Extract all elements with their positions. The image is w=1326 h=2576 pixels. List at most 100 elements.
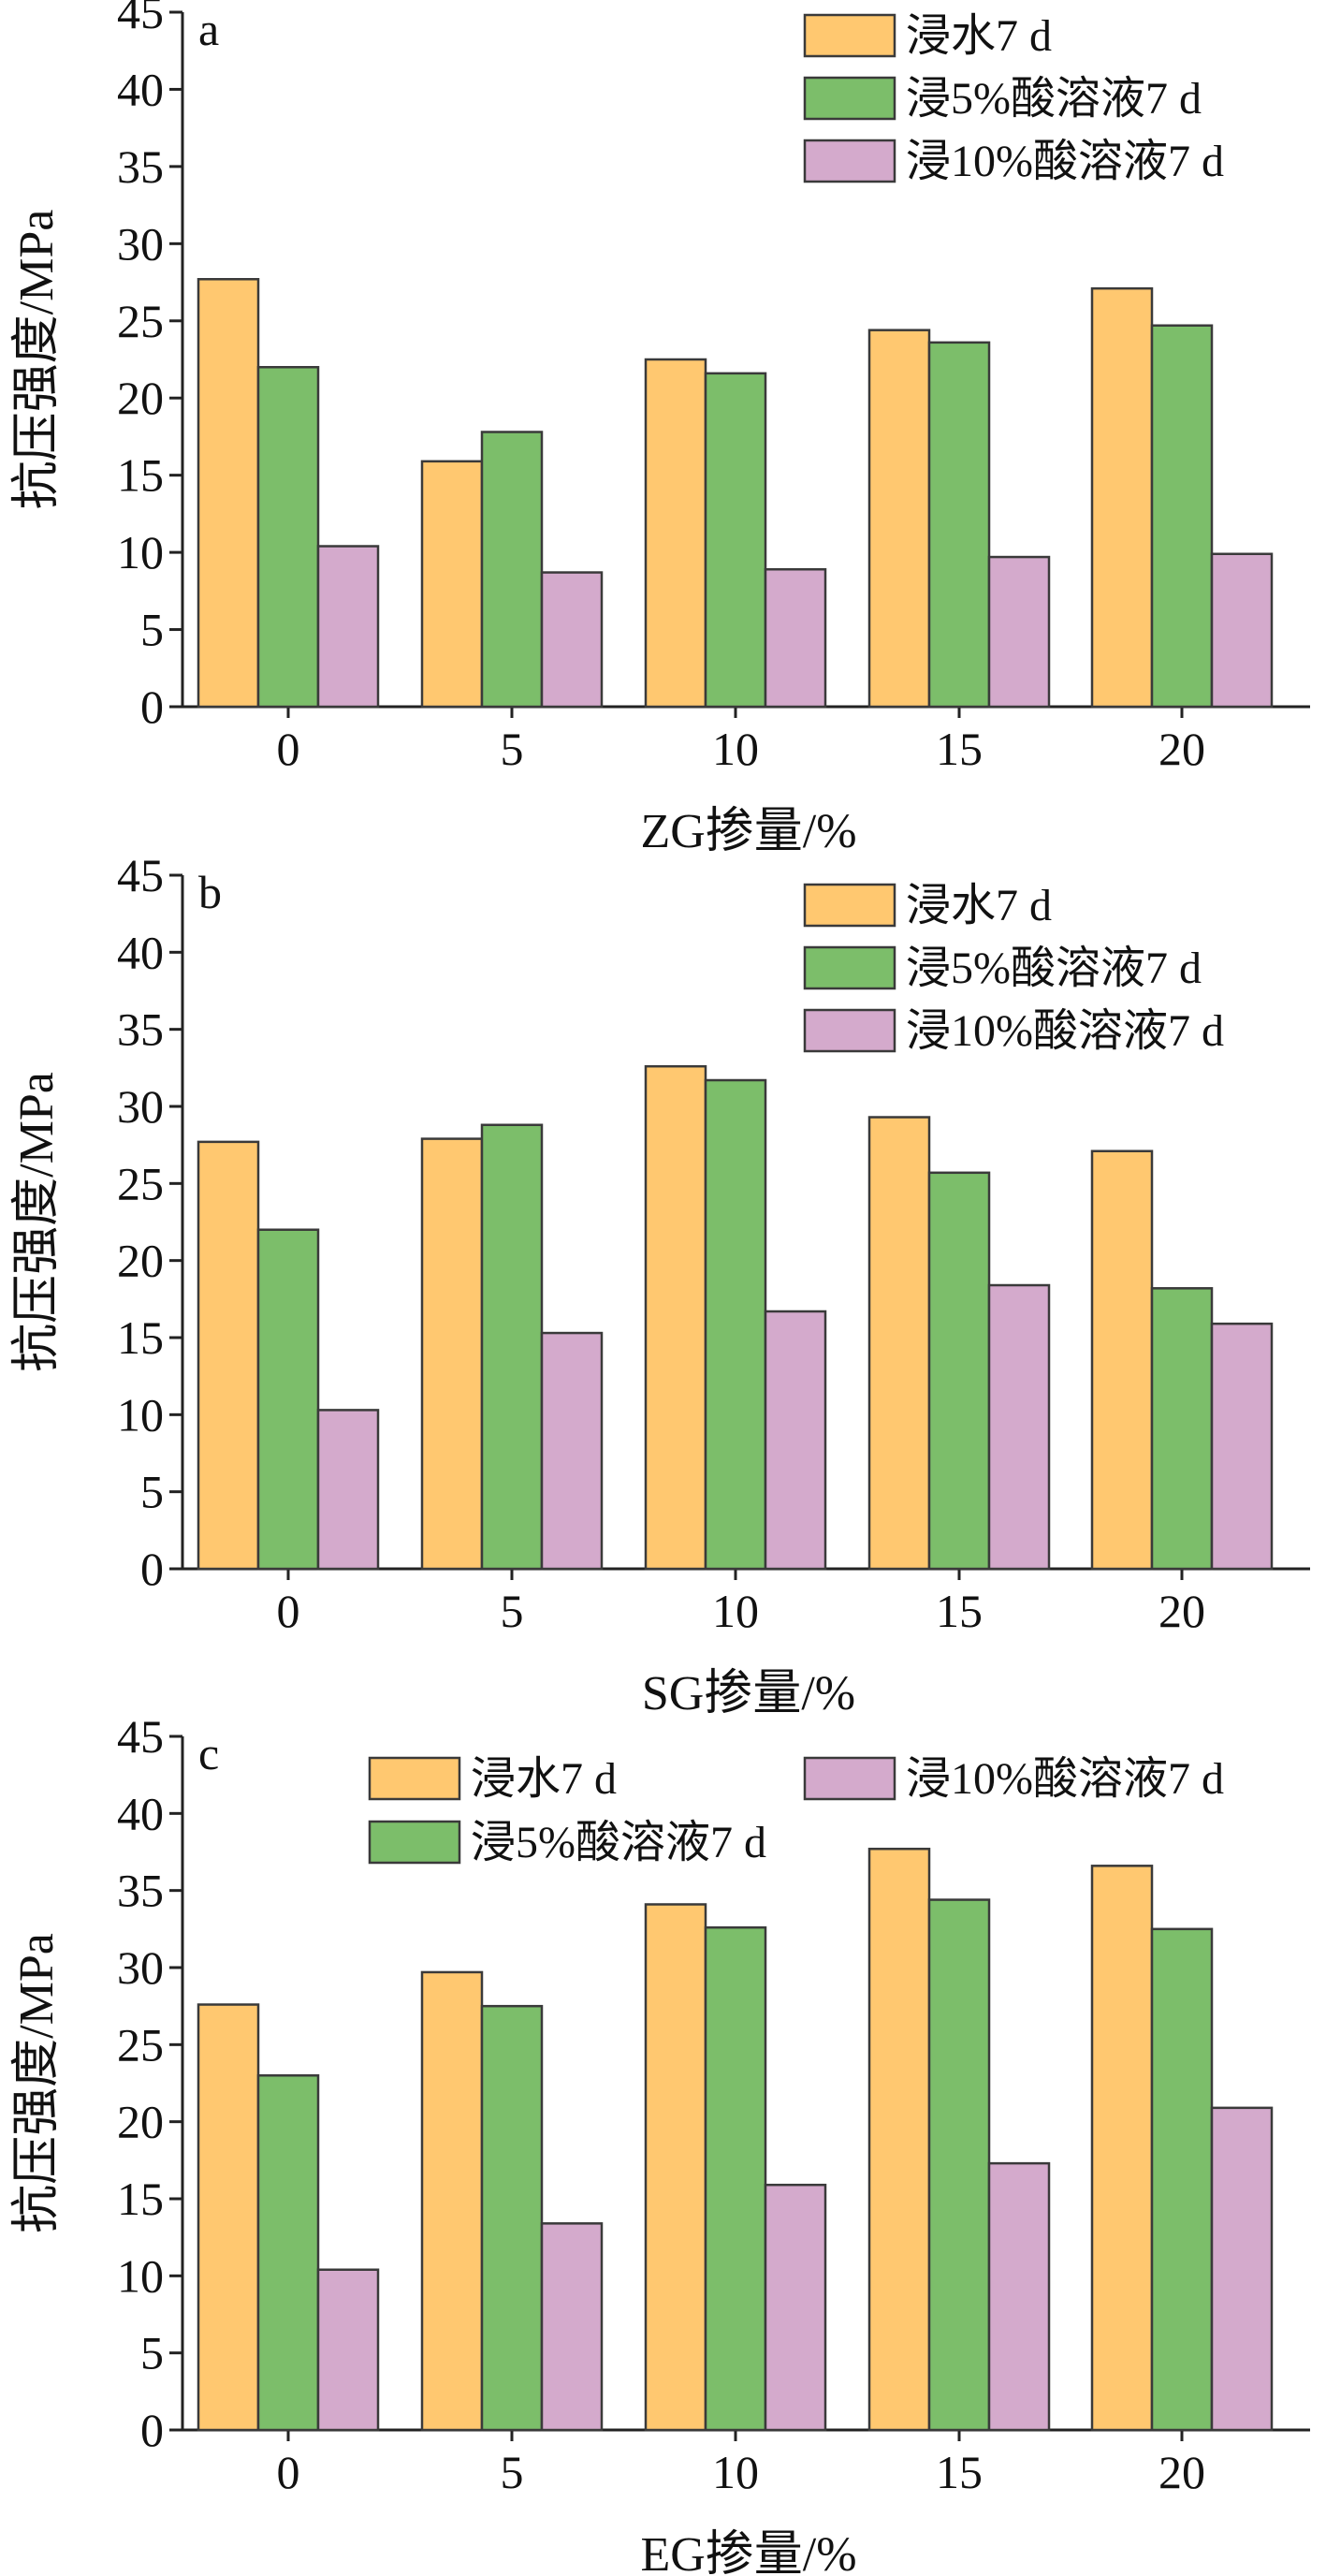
bar-a-s0-0 [197,278,260,709]
legend-entry: 浸10%酸溶液7 d [906,1006,1224,1056]
bar-a-s1-10 [704,372,767,709]
legend-entry: 浸10%酸溶液7 d [906,1754,1224,1804]
x-tick-label: 5 [501,723,524,775]
bar-b-s2-15 [987,1283,1051,1571]
y-tick-label: 15 [117,2173,164,2225]
bar-b-s0-20 [1090,1149,1154,1571]
y-tick-label: 20 [117,2096,164,2148]
bar-a-s2-20 [1210,552,1274,709]
y-axis-label: 抗压强度/MPa [10,210,64,510]
bar-c-s0-20 [1090,1865,1154,2432]
bar-a-s1-5 [480,431,544,709]
bar-a-s0-5 [420,460,484,709]
y-tick-label: 45 [117,0,164,38]
bar-a-s0-10 [644,358,707,709]
x-tick-label: 10 [712,1585,759,1637]
bar-a-s2-0 [316,545,380,709]
bar-c-s0-10 [644,1903,707,2432]
bar-b-s2-10 [764,1310,827,1571]
x-tick-label: 5 [501,1585,524,1637]
y-tick-label: 25 [117,1157,164,1209]
y-tick-label: 45 [117,1710,164,1763]
bar-c-s1-20 [1150,1927,1214,2432]
legend-entry: 浸水7 d [471,1754,617,1804]
bar-c-s1-5 [480,2004,544,2432]
panel-label: c [198,1727,219,1779]
y-tick-label: 30 [117,217,164,270]
bar-a-s2-10 [764,567,827,709]
x-tick-label: 20 [1158,1585,1205,1637]
bar-b-s1-15 [927,1171,991,1571]
x-tick-label: 0 [277,2446,300,2498]
y-tick-label: 0 [140,681,164,733]
bar-b-s0-10 [644,1064,707,1571]
legend-swatch [368,1756,461,1801]
bar-a-s1-20 [1150,324,1214,709]
y-tick-label: 5 [140,1466,164,1518]
x-axis-label: SG掺量/% [642,1667,855,1720]
y-axis-label: 抗压强度/MPa [10,1072,64,1372]
y-tick-label: 35 [117,140,164,193]
legend-entry: 浸5%酸溶液7 d [906,74,1202,124]
x-tick-label: 15 [936,2446,983,2498]
y-tick-label: 30 [117,1080,164,1133]
y-tick-label: 10 [117,1388,164,1441]
y-tick-label: 0 [140,2404,164,2456]
x-tick-label: 10 [712,2446,759,2498]
y-axis-label: 抗压强度/MPa [10,1933,64,2233]
y-tick-label: 45 [117,849,164,901]
legend-entry: 浸5%酸溶液7 d [906,944,1202,993]
legend-entry: 浸5%酸溶液7 d [471,1818,766,1867]
y-tick-label: 20 [117,1235,164,1287]
bar-b-s2-20 [1210,1322,1274,1571]
bar-b-s0-0 [197,1140,260,1571]
bar-a-s2-5 [540,571,604,709]
y-tick-label: 40 [117,926,164,978]
bar-c-s1-0 [256,2074,320,2432]
x-axis-label: ZG掺量/% [640,805,856,858]
bar-b-s1-5 [480,1123,544,1571]
bar-b-s1-20 [1150,1287,1214,1571]
bar-a-s1-15 [927,341,991,709]
x-tick-label: 15 [936,723,983,775]
legend-swatch [368,1820,461,1865]
bar-c-s1-15 [927,1898,991,2432]
y-tick-label: 10 [117,526,164,578]
legend-swatch [803,945,896,990]
panel-label: b [198,866,222,918]
y-tick-label: 5 [140,2327,164,2379]
bar-c-s0-5 [420,1970,484,2432]
bar-c-s2-0 [316,2268,380,2432]
y-tick-label: 30 [117,1941,164,1994]
y-tick-label: 25 [117,295,164,347]
x-tick-label: 15 [936,1585,983,1637]
legend-entry: 浸水7 d [906,881,1052,930]
chart-panel-a: 0 5 10 15 20 25 30 35 40 45 0 5 10 15 20 a 浸水7 d 浸5%酸溶液7 … [10,0,1310,858]
x-tick-label: 20 [1158,2446,1205,2498]
legend-swatch [803,1008,896,1053]
legend-entry: 浸10%酸溶液7 d [906,137,1224,186]
bar-c-s2-5 [540,2222,604,2432]
panel-label: a [198,3,219,55]
x-axis-label: EG掺量/% [640,2528,856,2576]
y-tick-label: 35 [117,1003,164,1056]
y-tick-label: 15 [117,1311,164,1364]
bar-b-s1-0 [256,1228,320,1571]
y-tick-label: 0 [140,1543,164,1595]
legend-swatch [803,883,896,928]
bar-a-s0-15 [867,329,931,709]
y-tick-label: 40 [117,1787,164,1839]
bar-a-s0-20 [1090,286,1154,709]
chart-panel-c: 0 5 10 15 20 25 30 35 40 45 0 5 10 15 20 c 浸水7 d 浸5%酸溶液7 … [10,1710,1310,2576]
legend-swatch [803,13,896,58]
bar-b-s0-15 [867,1116,931,1571]
bar-c-s0-0 [197,2003,260,2432]
x-tick-label: 5 [501,2446,524,2498]
bar-a-s2-15 [987,555,1051,709]
bar-b-s2-5 [540,1331,604,1571]
y-tick-label: 40 [117,63,164,115]
y-tick-label: 15 [117,449,164,502]
x-tick-label: 0 [277,1585,300,1637]
bar-c-s1-10 [704,1925,767,2432]
